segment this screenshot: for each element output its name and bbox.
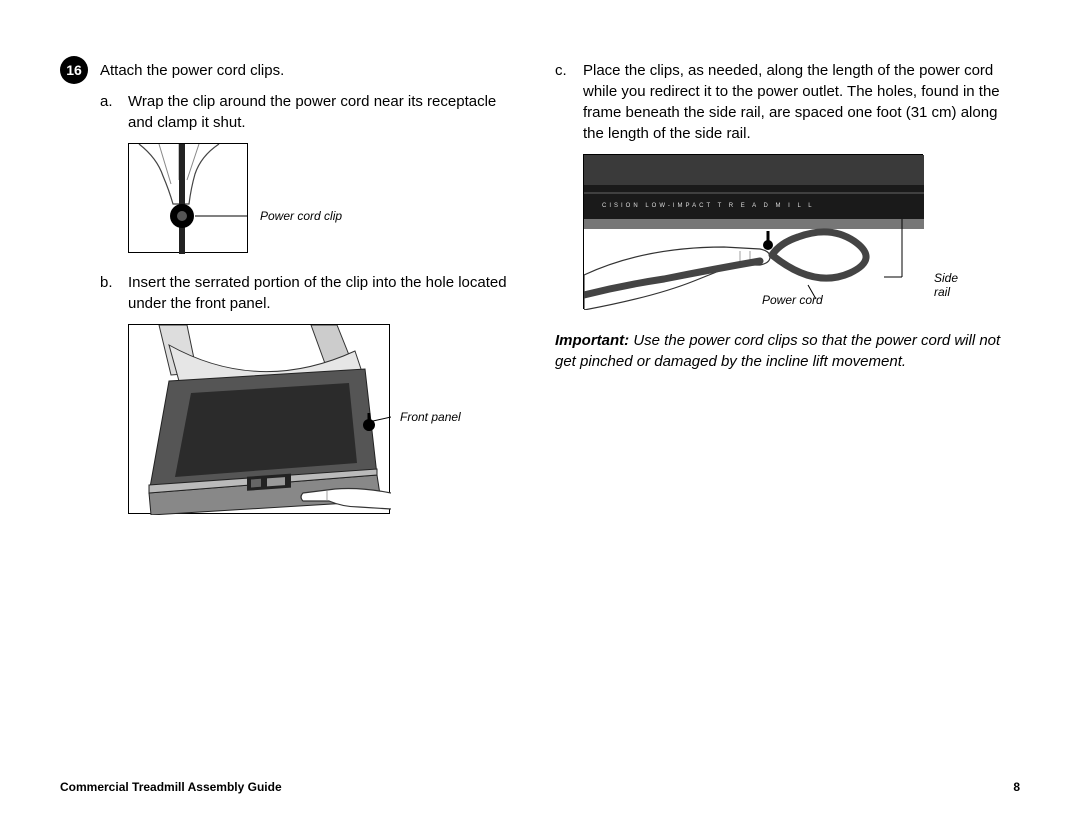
important-lead: Important: xyxy=(555,332,629,349)
svg-text:CISION LOW-IMPACT T R E A: CISION LOW-IMPACT T R E A D M I L L xyxy=(602,203,815,209)
sub-c-text: Place the clips, as needed, along the le… xyxy=(583,60,1020,144)
sub-b-letter: b. xyxy=(100,272,118,314)
figure-1: Power cord clip xyxy=(128,143,525,258)
footer-title: Commercial Treadmill Assembly Guide xyxy=(60,780,282,794)
sub-b-text: Insert the serrated portion of the clip … xyxy=(128,272,525,314)
figure-2: Front panel xyxy=(128,324,525,519)
sub-a-text: Wrap the clip around the power cord near… xyxy=(128,91,525,133)
figure-3: CISION LOW-IMPACT T R E A D M I L L xyxy=(583,154,1020,314)
step-number-badge: 16 xyxy=(60,56,88,84)
sub-a-letter: a. xyxy=(100,91,118,133)
sub-c-letter: c. xyxy=(555,60,573,144)
step-title: Attach the power cord clips. xyxy=(100,60,525,81)
important-note: Important: Use the power cord clips so t… xyxy=(555,330,1020,372)
figure-3-label-rail: Side rail xyxy=(934,271,958,299)
figure-2-label: Front panel xyxy=(400,410,461,424)
footer-page-number: 8 xyxy=(1013,780,1020,794)
figure-1-label: Power cord clip xyxy=(260,209,342,223)
figure-3-label-cord: Power cord xyxy=(762,293,823,307)
